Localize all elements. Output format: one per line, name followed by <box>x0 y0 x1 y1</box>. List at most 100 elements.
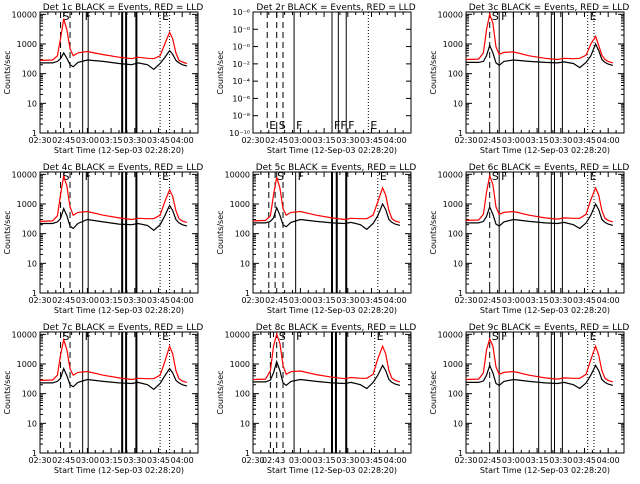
panel-9: Det 9c BLACK = Events, RED = LLD 1 10 100 10… <box>429 323 629 475</box>
y-tick-label: 1000 <box>230 200 250 209</box>
series-red-line <box>252 332 401 383</box>
panel-title: Det 9c BLACK = Events, RED = LLD <box>469 323 630 333</box>
y-axis-label: Counts/sec <box>3 210 12 254</box>
x-tick-label: 02:45 <box>478 456 501 465</box>
x-tick-label: 03:15 <box>526 456 549 465</box>
x-tick-label: 03:00 <box>289 296 312 305</box>
y-tick-label: 10 <box>27 259 37 268</box>
y-tick-label: 10000 <box>12 170 37 179</box>
x-tick-label: 02:30 <box>241 296 264 305</box>
marker-label: S <box>63 330 70 343</box>
marker-label: F <box>298 170 304 183</box>
series-black-line <box>40 204 188 232</box>
y-tick-label: 10⁻⁸ <box>232 112 250 121</box>
series-red-line <box>39 175 188 223</box>
marker-label: F <box>334 119 340 132</box>
x-axis-label: Start Time (12-Sep-03 02:28:20) <box>480 466 610 475</box>
y-tick-label: 1 <box>32 289 37 298</box>
x-tick-label: 04:00 <box>171 296 194 305</box>
y-tick-label: 10 <box>453 259 463 268</box>
series-red-line <box>39 337 188 383</box>
x-tick-label: 02:45 <box>265 136 288 145</box>
y-tick-label: 100 <box>448 230 463 239</box>
series-red-line <box>252 177 401 223</box>
y-tick-label: 10⁻⁴ <box>232 77 250 86</box>
y-tick-label: 10⁻² <box>232 60 250 69</box>
x-tick-label: 02:30 <box>241 456 264 465</box>
x-axis-label: Start Time (12-Sep-03 02:28:20) <box>267 466 397 475</box>
y-tick-label: 100 <box>22 230 37 239</box>
x-tick-label: 04:00 <box>384 456 407 465</box>
y-tick-label: 10000 <box>438 10 463 19</box>
x-tick-label: 03:00 <box>502 136 525 145</box>
x-tick-label: 04:00 <box>597 296 620 305</box>
panel-7: Det 7c BLACK = Events, RED = LLD 1 10 100 10… <box>3 323 203 475</box>
y-axis-label: Counts/sec <box>429 50 438 94</box>
y-axis-label: Counts/sec <box>3 370 12 414</box>
x-tick-label: 04:00 <box>171 136 194 145</box>
y-tick-label: 1 <box>245 449 250 458</box>
x-tick-label: 03:45 <box>573 296 596 305</box>
y-tick-label: 10 <box>453 419 463 428</box>
y-tick-label: 100 <box>235 230 250 239</box>
y-tick-label: 10000 <box>12 10 37 19</box>
panel-5: Det 5c BLACK = Events, RED = LLD 1 10 100 10… <box>216 163 416 315</box>
marker-label: S <box>492 10 499 23</box>
x-tick-label: 03:15 <box>100 296 123 305</box>
panel-6: Det 6c BLACK = Events, RED = LLD 1 10 100 10… <box>429 163 629 315</box>
marker-label: E <box>590 10 597 23</box>
x-tick-label: 02:45 <box>52 456 75 465</box>
x-tick-label: 04:00 <box>597 456 620 465</box>
x-tick-label: 02:30 <box>241 136 264 145</box>
x-tick-label: 03:45 <box>360 136 383 145</box>
series-black-line <box>466 363 614 390</box>
y-tick-label: 10 <box>453 99 463 108</box>
y-tick-label: 10 <box>27 419 37 428</box>
x-axis-label: Start Time (12-Sep-03 02:28:20) <box>54 146 184 155</box>
y-tick-label: 1000 <box>230 360 250 369</box>
panel-title: Det 6c BLACK = Events, RED = LLD <box>469 163 630 173</box>
series-red-line <box>465 12 614 64</box>
series-red-line <box>465 337 614 383</box>
marker-label: E <box>377 330 384 343</box>
y-axis-label: Counts/sec <box>3 50 12 94</box>
panel-title: Det 5c BLACK = Events, RED = LLD <box>256 163 417 173</box>
panel-8: Det 8c BLACK = Events, RED = LLD 1 10 100 10… <box>216 323 416 475</box>
panel-2: Det 2r BLACK = Events, RED = LLD 10⁻¹⁰ 10⁻… <box>216 3 416 155</box>
x-axis-label: Start Time (12-Sep-03 02:28:20) <box>267 306 397 315</box>
x-tick-label: 03:45 <box>573 456 596 465</box>
x-tick-label: 03:00 <box>502 296 525 305</box>
plot-frame <box>39 331 199 454</box>
marker-label: S <box>492 170 499 183</box>
series-black-line <box>40 49 188 71</box>
marker-label: E <box>370 119 377 132</box>
marker-label: E <box>162 330 169 343</box>
y-tick-label: 10 <box>240 259 250 268</box>
x-tick-label: 03:30 <box>336 136 359 145</box>
series-red-line <box>39 18 188 65</box>
y-tick-label: 1 <box>458 449 463 458</box>
y-tick-label: 10000 <box>438 170 463 179</box>
y-tick-label: 1000 <box>17 200 37 209</box>
x-tick-label: 02:30 <box>28 456 51 465</box>
x-axis-label: Start Time (12-Sep-03 02:28:20) <box>480 306 610 315</box>
series-red-line <box>465 173 614 223</box>
x-tick-label: 03:30 <box>336 456 359 465</box>
series-black-line <box>466 42 614 69</box>
x-tick-label: 03:15 <box>526 296 549 305</box>
x-tick-label: 03:45 <box>360 456 383 465</box>
y-tick-label: 100 <box>448 390 463 399</box>
y-tick-label: 100 <box>448 70 463 79</box>
panel-title: Det 8c BLACK = Events, RED = LLD <box>256 323 417 333</box>
x-tick-label: 03:30 <box>549 136 572 145</box>
marker-label: F <box>296 119 302 132</box>
marker-label: S <box>279 119 286 132</box>
x-tick-label: 03:30 <box>549 296 572 305</box>
y-tick-label: 10 <box>27 99 37 108</box>
y-tick-label: 10⁻¹⁰ <box>229 129 250 138</box>
x-tick-label: 02:43 <box>262 456 285 465</box>
y-tick-label: 10⁻⁰ <box>232 43 250 52</box>
x-tick-label: 03:15 <box>313 296 336 305</box>
y-tick-label: 1 <box>32 129 37 138</box>
